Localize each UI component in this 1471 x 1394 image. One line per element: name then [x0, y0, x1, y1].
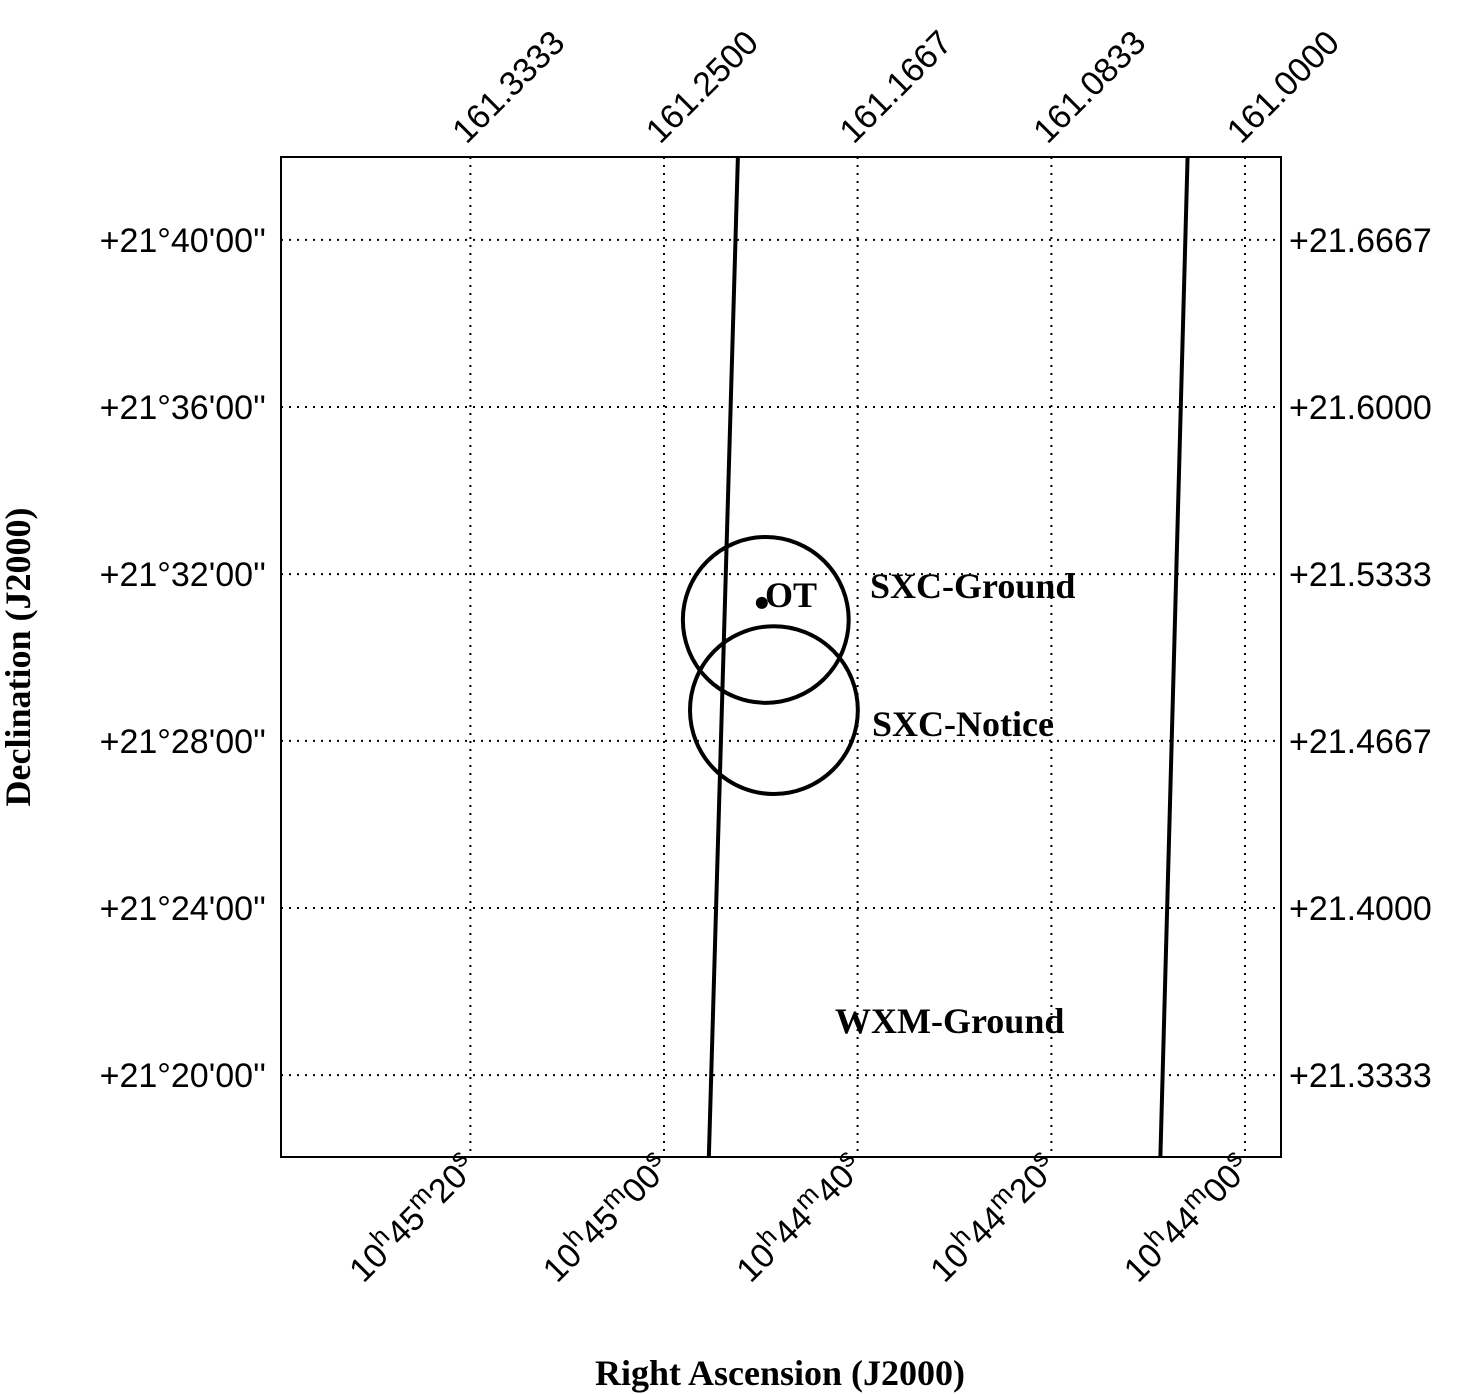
y2-tick-label: +21.5333: [1289, 556, 1432, 594]
y-tick-label: +21°40'00'': [100, 222, 266, 260]
y-tick-label: +21°36'00'': [100, 389, 266, 427]
y2-tick-label: +21.6000: [1289, 389, 1432, 427]
plot-frame: [280, 156, 1282, 1158]
wxm-band-edge: [706, 156, 1190, 1158]
region-label: OT: [765, 575, 817, 615]
region-label: SXC-Ground: [870, 566, 1075, 606]
error-circle: [687, 624, 860, 797]
y-tick-label: +21°32'00'': [100, 556, 266, 594]
y-axis-title: Declination (J2000): [0, 508, 38, 807]
y2-tick-label: +21.4667: [1289, 723, 1432, 761]
y2-tick-label: +21.6667: [1289, 222, 1432, 260]
y-tick-label: +21°24'00'': [100, 890, 266, 928]
y2-tick-label: +21.4000: [1289, 890, 1432, 928]
region-label: WXM-Ground: [835, 1001, 1064, 1041]
y-tick-label: +21°28'00'': [100, 723, 266, 761]
region-label: SXC-Notice: [872, 704, 1054, 744]
y2-tick-label: +21.3333: [1289, 1057, 1432, 1095]
error-circle: [680, 535, 851, 705]
y-tick-label: +21°20'00'': [100, 1057, 266, 1095]
x-axis-title: Right Ascension (J2000): [595, 1353, 965, 1393]
point: [755, 596, 768, 609]
